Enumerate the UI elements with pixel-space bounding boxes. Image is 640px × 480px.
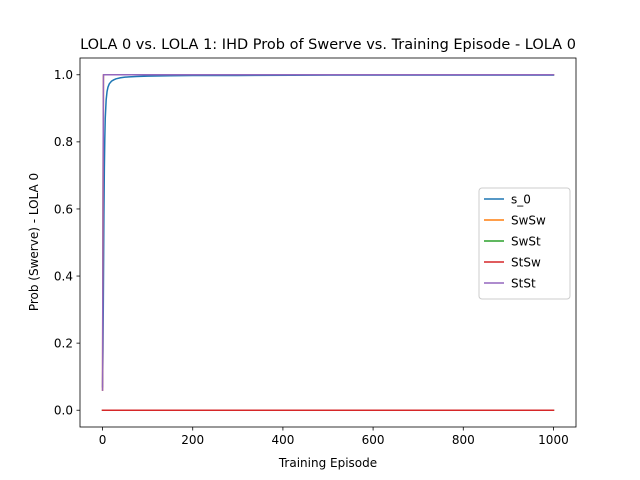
legend-label: StSw	[511, 255, 541, 269]
x-axis-label: Training Episode	[278, 456, 377, 470]
legend-label: SwSt	[511, 234, 541, 248]
y-tick-label: 0.4	[54, 269, 73, 283]
x-tick-label: 400	[271, 433, 294, 447]
x-tick-label: 0	[99, 433, 107, 447]
y-tick-label: 1.0	[54, 68, 73, 82]
legend: s_0 SwSw SwSt StSw StSt	[478, 187, 571, 300]
x-tick-label: 1000	[538, 433, 569, 447]
legend-label: s_0	[511, 192, 531, 206]
y-tick-label: 0.0	[54, 404, 73, 418]
plot-area: 0 200 400 600 800 1000 0.0 0.2 0.4 0.6 0.8 1.0	[54, 57, 577, 447]
chart-title: LOLA 0 vs. LOLA 1: IHD Prob of Swerve vs…	[80, 37, 576, 53]
y-axis-label: Prob (Swerve) - LOLA 0	[27, 173, 41, 311]
y-tick-label: 0.2	[54, 336, 73, 350]
y-tick-label: 0.8	[54, 135, 73, 149]
x-tick-label: 200	[181, 433, 204, 447]
legend-label: StSt	[511, 276, 536, 290]
series-line-s-0	[101, 74, 555, 388]
legend-box	[478, 187, 571, 300]
axes-frame	[79, 57, 577, 428]
x-tick-label: 800	[452, 433, 475, 447]
y-tick-label: 0.6	[54, 202, 73, 216]
x-tick-label: 600	[362, 433, 385, 447]
legend-label: SwSw	[511, 213, 546, 227]
series-line-stst	[101, 74, 555, 391]
